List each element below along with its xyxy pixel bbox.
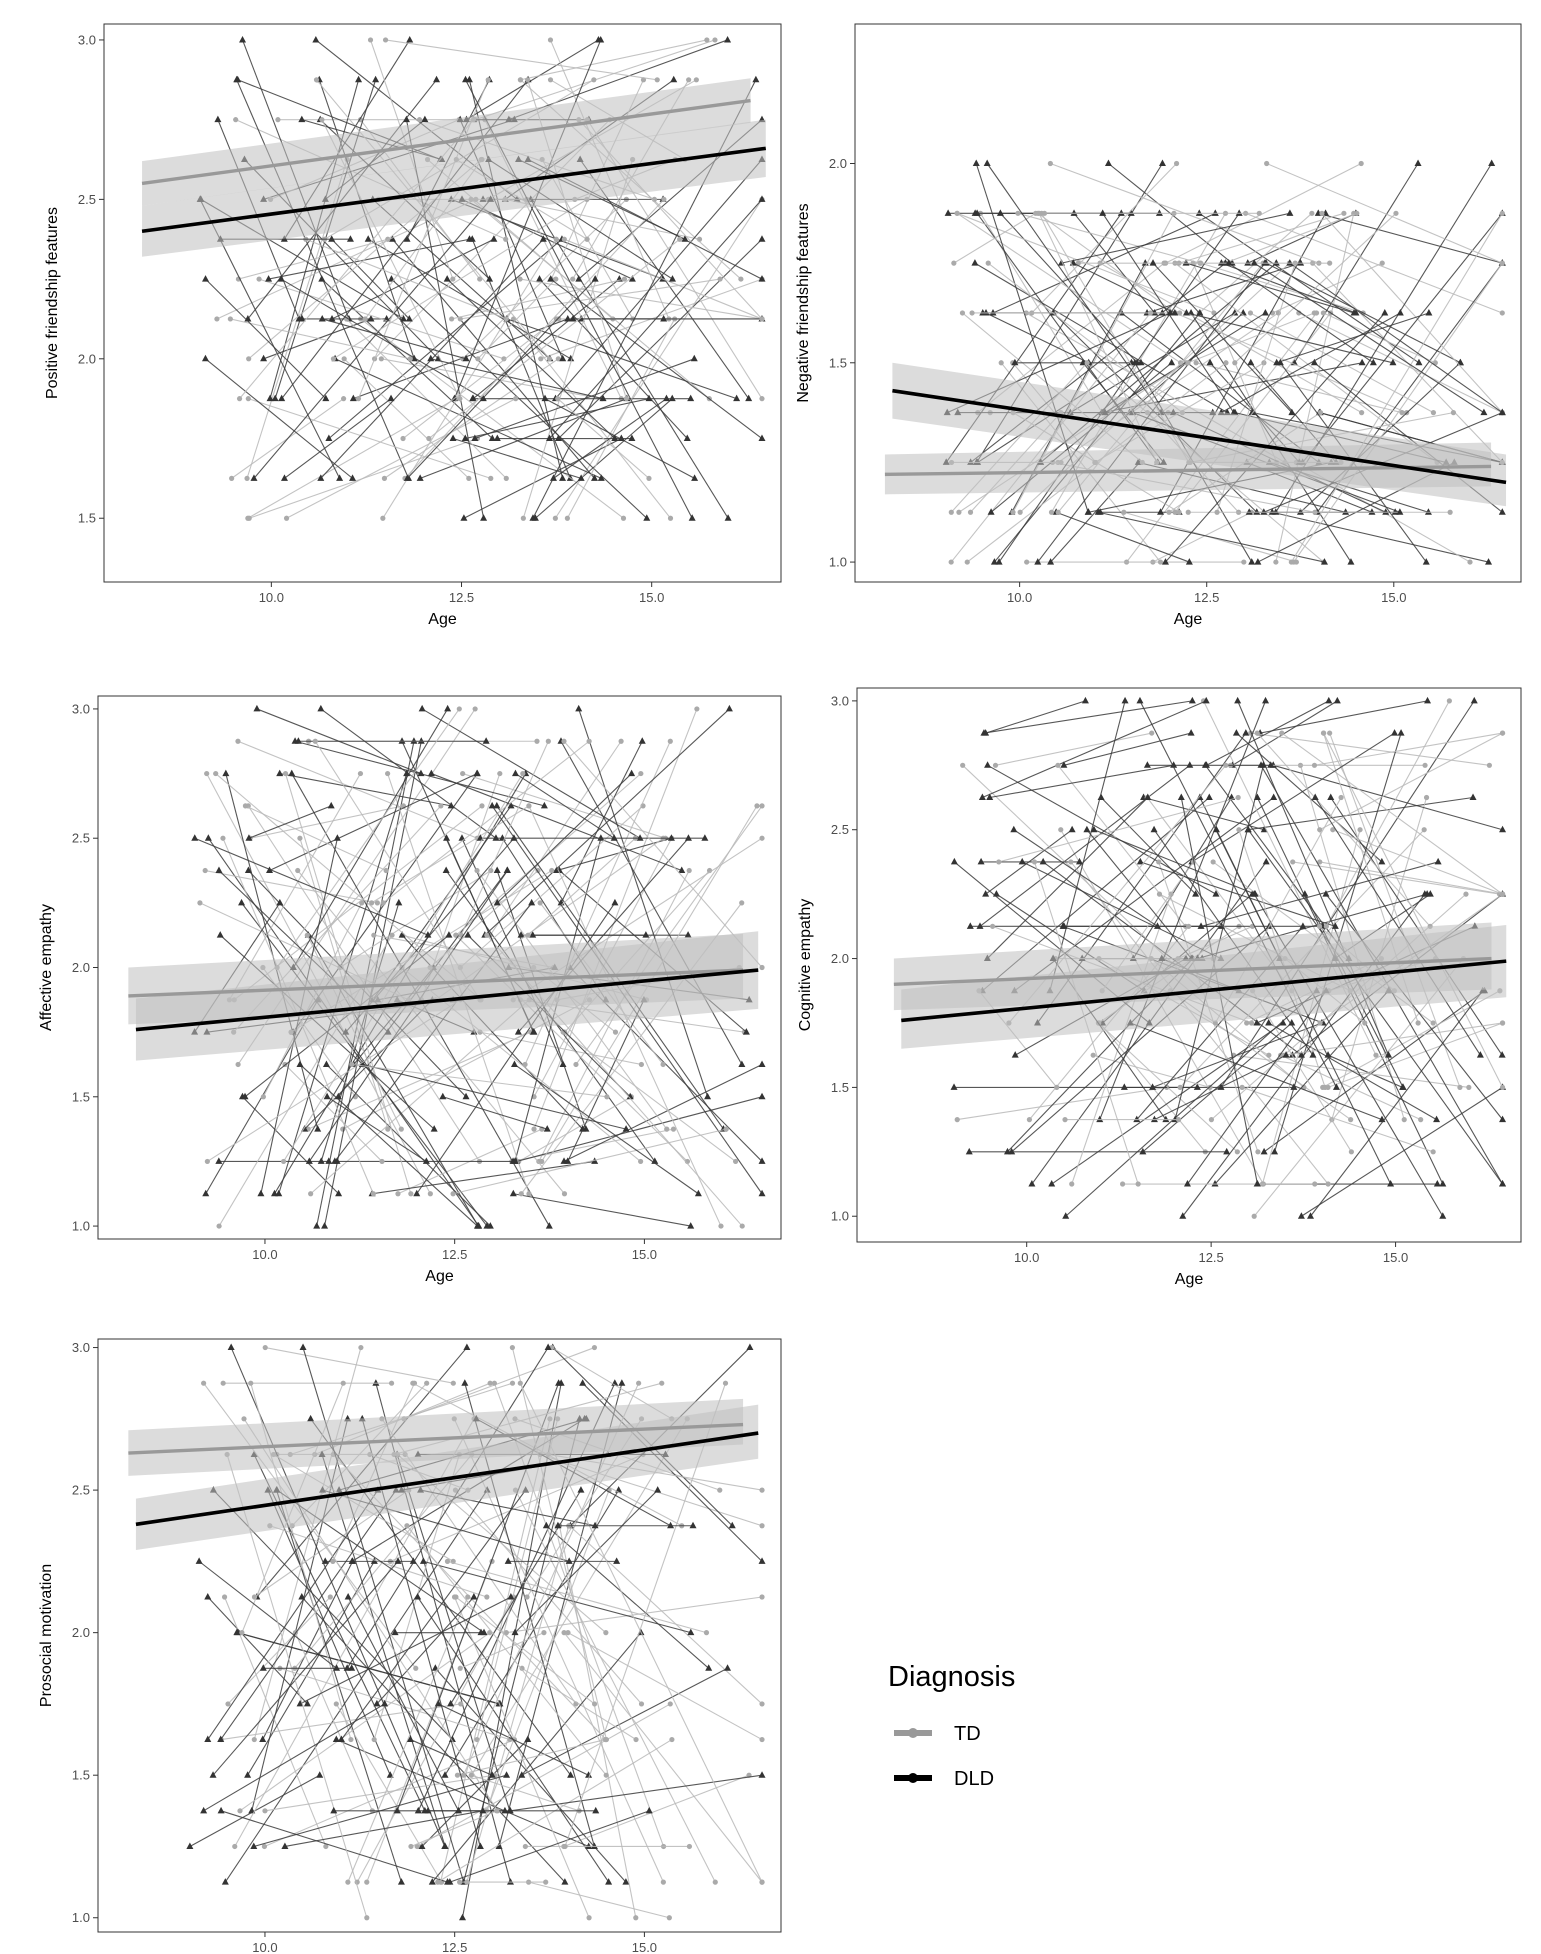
y-tick-label: 2.5 [78,192,96,207]
panel-cognitive-empathy: 1.0 1.5 2.0 2.5 3.0 10.0 12.5 15.0 Age Cognitive … [797,687,1522,1288]
x-tick-label: 10.0 [1014,1250,1039,1265]
y-tick-label: 1.5 [831,1080,849,1095]
y-axis-title: Prosocial motivation [38,1564,55,1707]
x-tick-label: 15.0 [639,590,664,605]
x-axis-title: Age [1174,611,1203,628]
y-axis-title: Positive friendship features [44,207,61,399]
y-tick-label: 2.0 [831,951,849,966]
x-tick-label: 12.5 [449,590,474,605]
y-tick-label: 1.0 [829,555,847,570]
regression-line-dld [892,388,1507,485]
panel-negative-friendship: 1.0 1.5 2.0 10.0 12.5 15.0 Age Negative friends… [795,23,1522,628]
x-tick-label: 10.0 [252,1247,277,1262]
x-tick-label: 10.0 [1007,590,1032,605]
legend-item-td: TD [894,1723,981,1745]
panel-border [97,1338,782,1933]
legend-label-td: TD [954,1723,981,1745]
panel-affective-empathy: 1.0 1.5 2.0 2.5 3.0 10.0 12.5 15.0 Age Affective … [38,695,782,1285]
y-tick-label: 3.0 [78,32,96,47]
y-tick-label: 2.0 [72,960,90,975]
y-tick-label: 3.0 [72,701,90,716]
y-tick-label: 1.5 [72,1089,90,1104]
legend-title: Diagnosis [888,1661,1015,1693]
legend-key-marker-td [908,1728,918,1738]
regression-line-dld [135,968,759,1032]
y-axis-title: Affective empathy [38,904,55,1031]
y-tick-label: 1.5 [72,1768,90,1783]
legend-key-marker-dld [908,1773,918,1783]
y-tick-label: 1.0 [72,1219,90,1234]
y-tick-label: 2.0 [72,1625,90,1640]
panel-prosocial-motivation: 1.0 1.5 2.0 2.5 3.0 10.0 12.5 15.0 Prosocial mot… [38,1338,782,1954]
y-tick-label: 2.5 [831,822,849,837]
regression-line-dld [141,146,767,234]
x-tick-label: 15.0 [1383,1250,1408,1265]
legend-item-dld: DLD [894,1768,994,1790]
x-tick-label: 12.5 [1198,1250,1223,1265]
legend: Diagnosis TD DLD [888,1661,1015,1790]
x-tick-label: 15.0 [632,1247,657,1262]
y-tick-label: 2.0 [78,351,96,366]
y-tick-label: 1.0 [72,1910,90,1925]
regression-line-dld [901,959,1507,1023]
panel-border [854,23,1522,583]
y-axis-title: Negative friendship features [795,203,812,402]
legend-label-dld: DLD [954,1768,994,1790]
regression-line-td [128,1422,744,1455]
panel-border [103,23,782,583]
regression-line-td [884,464,1492,477]
y-tick-label: 1.5 [78,511,96,526]
confidence-band-dld [135,931,759,1061]
x-tick-label: 12.5 [442,1247,467,1262]
y-tick-label: 2.5 [72,1483,90,1498]
x-axis-title: Age [428,611,457,628]
y-tick-label: 3.0 [72,1340,90,1355]
x-axis-title: Age [425,1268,454,1285]
y-axis-title: Cognitive empathy [797,899,814,1032]
x-tick-label: 15.0 [632,1940,657,1954]
y-tick-label: 1.5 [829,355,847,370]
y-tick-label: 3.0 [831,693,849,708]
x-tick-label: 12.5 [1194,590,1219,605]
y-tick-label: 2.5 [72,831,90,846]
y-tick-label: 1.0 [831,1209,849,1224]
x-tick-label: 10.0 [259,590,284,605]
x-tick-label: 10.0 [252,1940,277,1954]
x-tick-label: 15.0 [1381,590,1406,605]
panels: 1.5 2.0 2.5 3.0 10.0 12.5 15.0 Age Positive frie… [38,23,1522,1954]
individual-trajectories [950,696,1507,1219]
regression-line-dld [135,1431,759,1527]
regression-line-td [141,98,751,186]
x-axis-title: Age [1175,1271,1204,1288]
confidence-band-dld [901,925,1507,1049]
panel-positive-friendship: 1.5 2.0 2.5 3.0 10.0 12.5 15.0 Age Positive frie… [44,23,782,628]
panel-border [856,687,1522,1243]
confidence-band-dld [892,362,1507,507]
regression-line-td [893,956,1492,987]
y-tick-label: 2.0 [829,156,847,171]
regression-line-td [128,968,744,998]
individual-trajectories [191,704,766,1229]
x-tick-label: 12.5 [442,1940,467,1954]
